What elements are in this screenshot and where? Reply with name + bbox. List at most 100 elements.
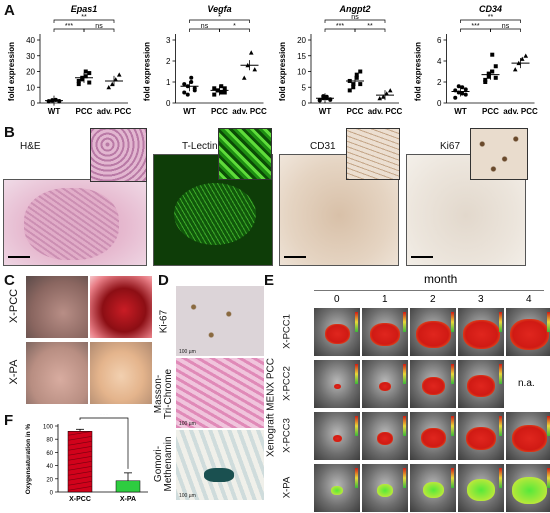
- e-signal-green: [331, 485, 343, 495]
- significance-label: *: [218, 14, 221, 21]
- e-row-label: X-PCC2: [281, 366, 293, 401]
- panel-letter-f: F: [4, 412, 14, 429]
- e-signal-green: [422, 482, 444, 498]
- d-row-label-ki67: Ki-67: [158, 309, 170, 334]
- c-xpcc-mouse-photo: [26, 276, 88, 338]
- e-image-tile: [458, 412, 504, 460]
- e-image-tile: [506, 412, 550, 460]
- y-axis-label: fold expression: [7, 42, 16, 101]
- significance-bracket: [490, 28, 521, 32]
- data-point: [87, 71, 92, 76]
- e-color-scale: [403, 312, 406, 332]
- he-inset-image: [90, 128, 147, 182]
- bar-hatch: [67, 430, 93, 436]
- category-label: adv. PCC: [232, 107, 267, 116]
- y-axis-label: fold expression: [414, 42, 423, 101]
- e-image-tile: [410, 412, 456, 460]
- category-label: adv. PCC: [503, 107, 538, 116]
- category-label: PCC: [211, 107, 228, 116]
- data-point: [493, 75, 498, 80]
- data-point: [241, 75, 247, 80]
- e-month-header: month: [424, 272, 458, 286]
- panel-letter-e: E: [264, 272, 275, 289]
- bar-hatch: [67, 485, 93, 491]
- bar-hatch: [67, 470, 93, 476]
- chart-title: CD34: [479, 4, 502, 14]
- significance-label: *: [233, 23, 236, 30]
- data-point: [512, 67, 518, 72]
- e-header-rule: [314, 290, 544, 291]
- bar-hatch: [67, 450, 93, 456]
- panel-b-histology: H&E T-Lectin CD31 Ki67: [0, 128, 550, 268]
- significance-label: **: [488, 14, 494, 21]
- y-tick-label: 80: [46, 438, 53, 444]
- e-color-scale: [499, 416, 502, 436]
- category-label: X-PA: [120, 496, 136, 503]
- e-color-scale: [451, 312, 454, 332]
- e-color-scale: [355, 312, 358, 332]
- data-point: [182, 90, 187, 95]
- y-tick-label: 40: [26, 36, 35, 45]
- lectin-inset-image: [218, 128, 272, 180]
- e-image-tile: [362, 360, 408, 408]
- y-tick-label: 40: [46, 464, 53, 470]
- data-point: [523, 53, 529, 58]
- chart-a-1: Epas1 0 10 20 30 40 fold expression WT PCC adv. P…: [7, 4, 131, 116]
- data-point: [483, 77, 488, 82]
- data-point: [377, 95, 383, 101]
- y-tick-label: 0: [50, 491, 54, 497]
- y-tick-label: 2: [166, 57, 171, 66]
- data-point: [76, 82, 81, 87]
- significance-bracket: [189, 19, 250, 23]
- e-image-tile: [314, 464, 360, 512]
- e-image-tile: [362, 464, 408, 512]
- e-color-scale: [451, 468, 454, 488]
- e-row-label: X-PCC1: [281, 314, 293, 349]
- e-color-scale: [499, 468, 502, 488]
- e-color-scale: [547, 416, 550, 436]
- significance-label: ns: [95, 23, 103, 30]
- bar-hatch: [67, 460, 93, 466]
- e-image-tile: [458, 464, 504, 512]
- data-point: [321, 94, 326, 99]
- e-month-label: 4: [526, 294, 532, 305]
- category-label: X-PCC: [69, 496, 91, 503]
- he-scale-bar: [8, 256, 30, 258]
- data-point: [212, 92, 217, 97]
- e-signal-red: [421, 377, 445, 395]
- category-label: WT: [48, 107, 61, 116]
- ki67-scale-bar: [411, 256, 433, 258]
- e-color-scale: [355, 416, 358, 436]
- e-na-label: n.a.: [518, 378, 535, 389]
- e-color-scale: [451, 416, 454, 436]
- cd31-scale-bar: [284, 256, 306, 258]
- data-point: [222, 86, 227, 91]
- e-signal-red: [377, 431, 393, 445]
- data-point: [456, 84, 461, 89]
- lectin-label: T-Lectin: [182, 141, 218, 152]
- e-signal-red: [324, 324, 350, 344]
- data-point: [354, 75, 359, 80]
- data-point: [189, 75, 194, 80]
- significance-label: ns: [201, 23, 209, 30]
- bar-hatch: [67, 435, 93, 441]
- data-point: [460, 91, 465, 96]
- e-signal-red: [466, 426, 496, 450]
- ki67-inset-image: [470, 128, 528, 180]
- significance-label: ns: [351, 14, 359, 21]
- y-tick-label: 20: [297, 36, 306, 45]
- e-signal-red: [509, 318, 549, 350]
- e-image-tile: [458, 360, 504, 408]
- e-signal-red: [511, 424, 547, 452]
- he-main-image: [3, 179, 147, 266]
- e-color-scale: [547, 468, 550, 488]
- c-xpa-tumor-photo: [90, 342, 152, 404]
- data-point: [109, 81, 115, 87]
- category-label: WT: [319, 107, 332, 116]
- y-tick-label: 20: [26, 68, 35, 77]
- e-row-label: X-PCC3: [281, 418, 293, 453]
- cd31-inset-image: [346, 128, 400, 180]
- data-point: [252, 67, 258, 72]
- e-signal-red: [467, 375, 495, 397]
- y-tick-label: 10: [26, 83, 35, 92]
